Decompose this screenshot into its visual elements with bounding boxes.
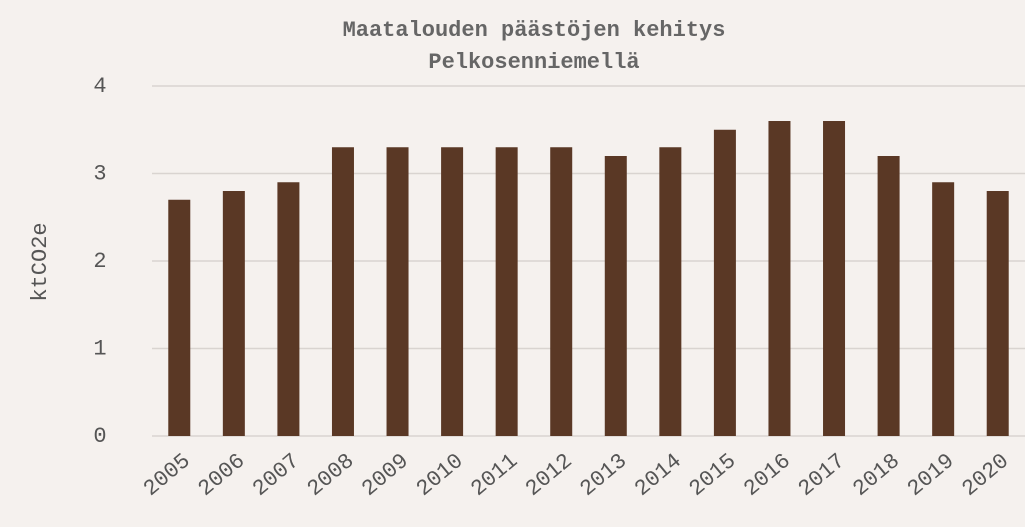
y-tick-label: 3: [93, 161, 106, 186]
bar: [877, 156, 900, 436]
chart-title: Pelkosenniemellä: [428, 50, 639, 75]
bar: [986, 191, 1009, 436]
bar: [441, 147, 464, 436]
bar: [768, 121, 791, 436]
bar: [604, 156, 627, 436]
bar: [823, 121, 846, 436]
y-tick-label: 4: [93, 74, 106, 99]
y-tick-label: 1: [93, 336, 106, 361]
y-tick-label: 2: [93, 249, 106, 274]
bar: [386, 147, 409, 436]
bar: [277, 182, 300, 436]
bar: [495, 147, 518, 436]
bar: [932, 182, 955, 436]
y-tick-label: 0: [93, 424, 106, 449]
bar: [713, 129, 736, 436]
bar: [331, 147, 354, 436]
bar: [222, 191, 245, 436]
y-axis-label: ktCO2e: [28, 222, 53, 301]
bar: [550, 147, 573, 436]
bar: [659, 147, 682, 436]
chart-title: Maatalouden päästöjen kehitys: [343, 18, 726, 43]
bar: [168, 199, 191, 436]
